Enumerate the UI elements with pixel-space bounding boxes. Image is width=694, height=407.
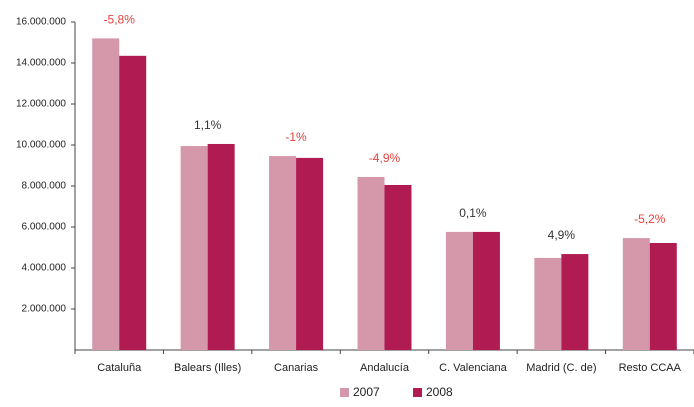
bar xyxy=(357,176,385,350)
bar xyxy=(180,146,208,350)
bar xyxy=(384,184,412,350)
annotation: 0,1% xyxy=(459,206,487,220)
y-tick-label: 6.000.000 xyxy=(22,222,67,233)
annotation: -5,2% xyxy=(634,212,666,226)
x-tick-label: Resto CCAA xyxy=(619,362,682,374)
x-tick-label: Cataluña xyxy=(97,362,142,374)
y-tick-label: 12.000.000 xyxy=(16,99,66,110)
legend-swatch xyxy=(413,388,422,397)
x-tick-label: Balears (Illes) xyxy=(174,362,241,374)
annotation: 4,9% xyxy=(548,228,576,242)
bar xyxy=(296,157,324,350)
y-tick-label: 8.000.000 xyxy=(22,181,67,192)
bar xyxy=(534,257,562,350)
x-tick-label: C. Valenciana xyxy=(439,362,508,374)
y-tick-label: 10.000.000 xyxy=(16,140,66,151)
annotation: 1,1% xyxy=(194,118,222,132)
legend-swatch xyxy=(340,388,349,397)
bar xyxy=(269,156,297,350)
x-tick-label: Canarias xyxy=(274,362,319,374)
bar xyxy=(649,242,677,350)
y-tick-label: 16.000.000 xyxy=(16,17,66,28)
legend-label: 2008 xyxy=(426,385,453,399)
x-tick-label: Andalucía xyxy=(360,362,410,374)
bar xyxy=(119,55,147,350)
y-tick-label: 14.000.000 xyxy=(16,58,66,69)
annotation: -5,8% xyxy=(104,13,136,27)
x-tick-label: Madrid (C. de) xyxy=(526,362,596,374)
bar xyxy=(561,254,589,350)
bar xyxy=(445,231,473,350)
bar xyxy=(472,231,500,350)
bar xyxy=(622,238,650,350)
bar xyxy=(92,38,120,351)
y-tick-label: 4.000.000 xyxy=(22,263,67,274)
annotation: -1% xyxy=(285,130,307,144)
y-tick-label: 2.000.000 xyxy=(22,304,67,315)
annotation: -4,9% xyxy=(369,151,401,165)
legend-label: 2007 xyxy=(353,385,380,399)
bar xyxy=(207,143,235,350)
